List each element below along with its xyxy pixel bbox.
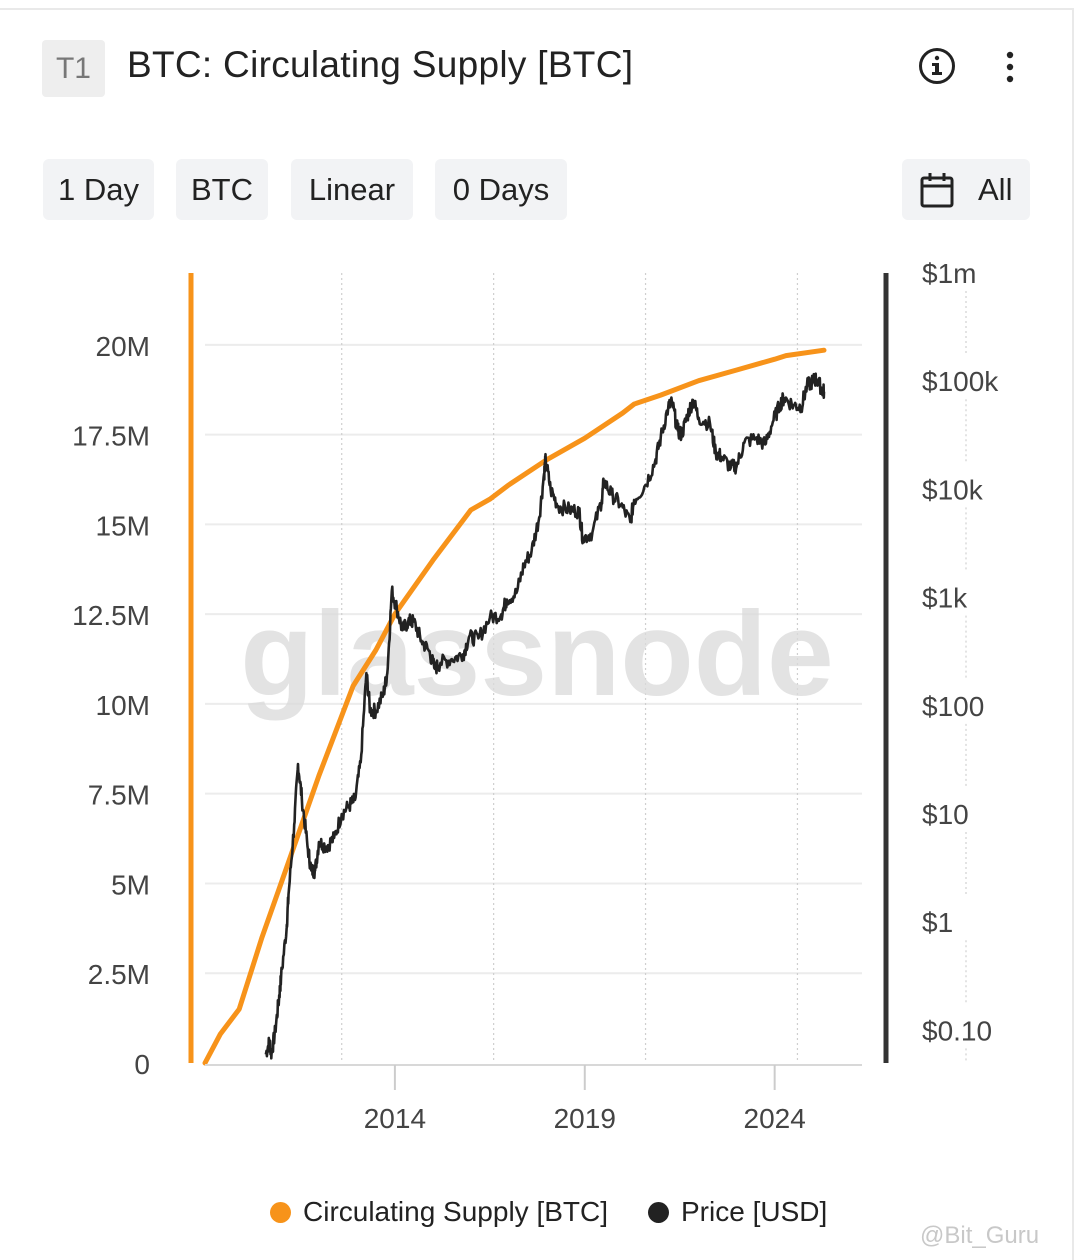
grid-lines xyxy=(205,273,967,1063)
left-axis-tick-label: 15M xyxy=(96,510,150,541)
legend-label-price: Price [USD] xyxy=(681,1196,828,1227)
legend-item-supply[interactable]: Circulating Supply [BTC] xyxy=(270,1196,608,1228)
price-legend-dot xyxy=(648,1201,669,1223)
legend-item-price[interactable]: Price [USD] xyxy=(648,1196,827,1228)
moving-average-select[interactable]: 0 Days xyxy=(435,159,567,220)
right-axis-tick-label: $10 xyxy=(922,799,969,830)
right-axis-tick-label: $1m xyxy=(922,258,976,289)
left-axis-ticks: 0 2.5M 5M 7.5M 10M 12.5M 15M 17.5M 20M xyxy=(72,331,150,1080)
price-series-line xyxy=(264,372,826,1060)
left-axis-tick-label: 5M xyxy=(111,869,150,900)
info-icon[interactable] xyxy=(918,47,956,85)
date-range-button[interactable]: All xyxy=(902,159,1030,220)
chart-title: BTC: Circulating Supply [BTC] xyxy=(127,44,634,85)
left-axis-tick-label: 10M xyxy=(96,690,150,721)
left-axis-tick-label: 0 xyxy=(134,1049,150,1080)
right-axis-tick-label: $100k xyxy=(922,366,999,397)
chart-card xyxy=(0,8,1074,1260)
right-axis-ticks: $0.10 $1 $10 $100 $1k $10k $100k $1m xyxy=(922,258,999,1046)
x-axis-ticks: 2014 2019 2024 xyxy=(364,1065,806,1134)
scale-select[interactable]: Linear xyxy=(291,159,413,220)
calendar-icon xyxy=(920,172,954,207)
watermark: glassnode xyxy=(240,587,834,721)
right-axis-tick-label: $1k xyxy=(922,583,968,614)
supply-line-layer xyxy=(202,347,827,1066)
supply-legend-dot xyxy=(270,1201,291,1223)
x-axis-tick-label: 2024 xyxy=(744,1103,806,1134)
left-axis-tick-label: 12.5M xyxy=(72,600,150,631)
date-range-label: All xyxy=(978,171,1013,207)
right-axis-tick-label: $10k xyxy=(922,474,984,505)
resolution-select[interactable]: 1 Day xyxy=(43,159,154,220)
left-axis-tick-label: 7.5M xyxy=(88,780,150,811)
currency-select[interactable]: BTC xyxy=(176,159,268,220)
right-axis-tick-label: $1 xyxy=(922,907,953,938)
more-options-icon[interactable] xyxy=(996,47,1024,87)
right-axis-tick-label: $100 xyxy=(922,691,984,722)
left-axis-tick-label: 2.5M xyxy=(88,959,150,990)
x-axis-tick-label: 2019 xyxy=(554,1103,616,1134)
chart-area: glassnode 0 2.5M 5M 7.5M 10M 12.5M 15M 17.5M 20M… xyxy=(72,258,999,1134)
supply-series-line xyxy=(202,347,827,1066)
price-line-layer xyxy=(264,372,826,1060)
x-axis-tick-label: 2014 xyxy=(364,1103,426,1134)
left-axis-tick-label: 20M xyxy=(96,331,150,362)
credit-watermark: @Bit_Guru xyxy=(920,1222,1040,1249)
left-axis-tick-label: 17.5M xyxy=(72,421,150,452)
chart-badge: T1 xyxy=(42,40,105,97)
right-axis-tick-label: $0.10 xyxy=(922,1015,992,1046)
legend-label-supply: Circulating Supply [BTC] xyxy=(303,1196,609,1227)
